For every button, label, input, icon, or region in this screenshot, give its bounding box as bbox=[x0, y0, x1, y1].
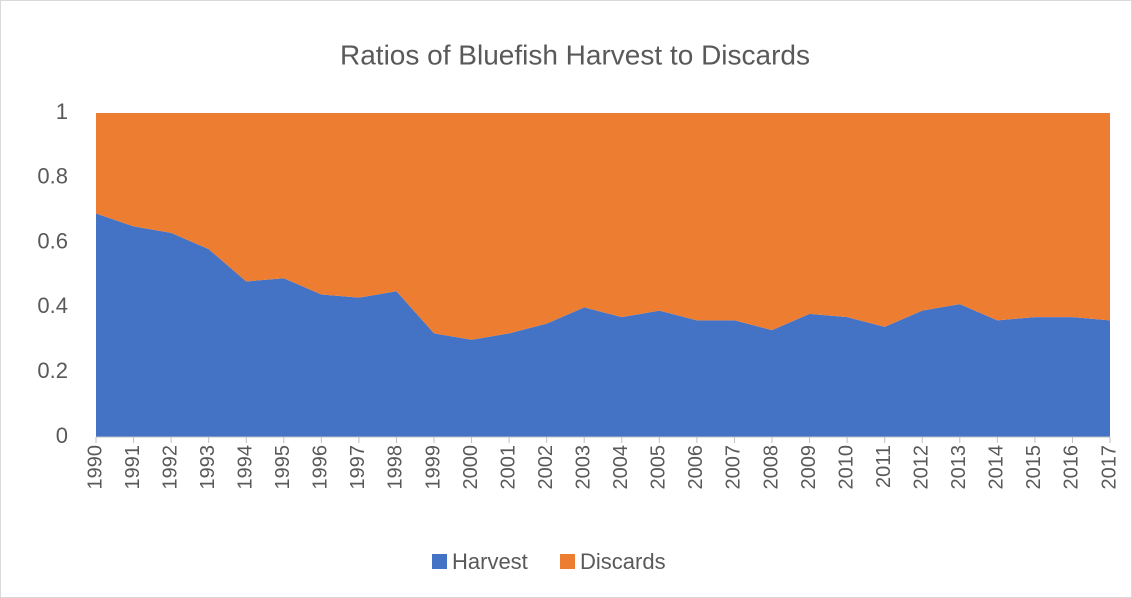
y-tick-label: 0.2 bbox=[37, 358, 68, 383]
x-tick-label: 2006 bbox=[685, 445, 707, 490]
legend-swatch bbox=[560, 554, 575, 569]
x-tick-label: 1994 bbox=[235, 445, 257, 490]
x-tick-label: 2011 bbox=[873, 445, 895, 488]
x-tick-label: 2012 bbox=[911, 445, 933, 490]
x-tick-label: 2003 bbox=[573, 445, 595, 490]
x-tick-label: 2009 bbox=[798, 445, 820, 490]
x-tick-label: 2007 bbox=[723, 445, 745, 490]
y-tick-label: 0.6 bbox=[37, 228, 68, 253]
x-tick-label: 2001 bbox=[497, 445, 519, 490]
x-tick-label: 1998 bbox=[385, 445, 407, 490]
x-tick-label: 2013 bbox=[948, 445, 970, 490]
x-tick-label: 1997 bbox=[347, 445, 369, 490]
x-tick-label: 1991 bbox=[122, 445, 144, 490]
x-tick-label: 1995 bbox=[272, 445, 294, 490]
x-tick-label: 2002 bbox=[535, 445, 557, 490]
x-tick-label: 1992 bbox=[159, 445, 181, 490]
x-tick-label: 2015 bbox=[1023, 445, 1045, 490]
chart-title: Ratios of Bluefish Harvest to Discards bbox=[340, 39, 810, 70]
legend-label: Discards bbox=[580, 549, 666, 574]
x-tick-label: 1996 bbox=[310, 445, 332, 490]
x-tick-label: 1990 bbox=[84, 445, 106, 490]
legend-swatch bbox=[432, 554, 447, 569]
x-tick-label: 2016 bbox=[1061, 445, 1083, 490]
x-tick-label: 1993 bbox=[197, 445, 219, 490]
legend-label: Harvest bbox=[452, 549, 528, 574]
x-tick-label: 2004 bbox=[610, 445, 632, 490]
area bbox=[96, 213, 1110, 437]
y-tick-label: 0.4 bbox=[37, 293, 68, 318]
y-tick-label: 0.8 bbox=[37, 164, 68, 189]
area bbox=[96, 113, 1110, 340]
x-tick-label: 2014 bbox=[986, 445, 1008, 490]
x-tick-label: 2000 bbox=[460, 445, 482, 490]
x-tick-label: 2008 bbox=[760, 445, 782, 490]
y-tick-label: 1 bbox=[56, 99, 68, 124]
y-tick-label: 0 bbox=[56, 423, 68, 448]
x-tick-label: 2005 bbox=[648, 445, 670, 490]
x-tick-label: 2017 bbox=[1098, 445, 1120, 490]
x-tick-label: 1999 bbox=[422, 445, 444, 490]
x-tick-label: 2010 bbox=[835, 445, 857, 490]
